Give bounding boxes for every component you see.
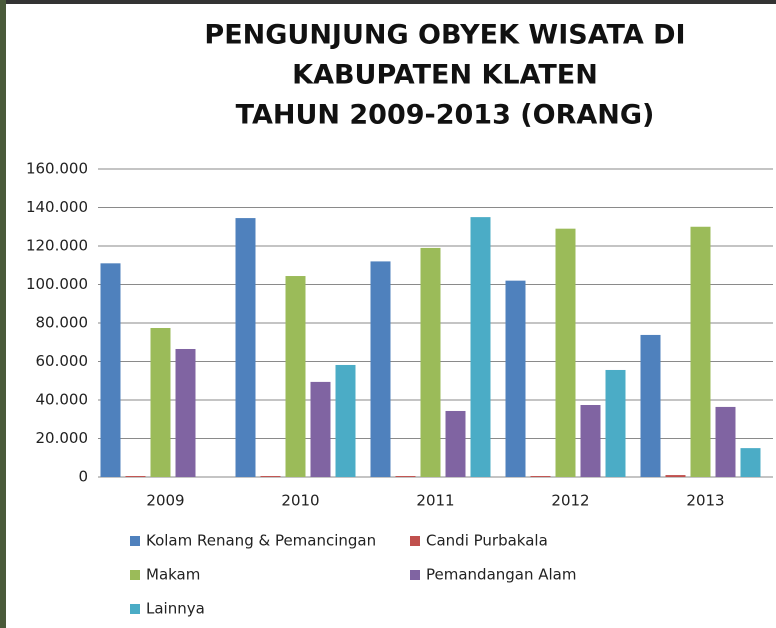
bar [371,261,391,477]
chart-title: PENGUNJUNG OBYEK WISATA DI [204,20,685,51]
legend-swatch [130,604,140,614]
top-border [0,0,776,4]
bar [261,476,281,477]
bar [101,263,121,477]
bar [531,476,551,477]
y-tick-label: 140.000 [26,198,88,216]
page: PENGUNJUNG OBYEK WISATA DI KABUPATEN KLA… [0,0,776,628]
bar [311,382,331,477]
legend-swatch [410,570,420,580]
bar [446,411,466,477]
y-tick-label: 0 [78,468,88,486]
x-tick-label: 2012 [551,492,589,510]
bar [336,365,356,477]
bar [581,405,601,477]
legend-label: Candi Purbakala [426,532,548,550]
bar [606,370,626,477]
y-tick-label: 40.000 [36,391,89,409]
chart-title: KABUPATEN KLATEN [292,60,598,91]
x-tick-label: 2011 [416,492,454,510]
legend-swatch [130,570,140,580]
legend-label: Kolam Renang & Pemancingan [146,532,376,550]
bar [691,227,711,477]
bar [236,218,256,477]
bar [741,448,761,477]
chart: PENGUNJUNG OBYEK WISATA DI KABUPATEN KLA… [0,0,776,628]
bar [716,407,736,477]
legend-label: Makam [146,566,200,584]
bar [396,476,416,477]
bar [641,335,661,477]
y-tick-label: 100.000 [26,275,88,293]
y-tick-label: 80.000 [36,314,89,332]
legend-swatch [410,536,420,546]
x-tick-label: 2009 [146,492,184,510]
chart-title: TAHUN 2009-2013 (ORANG) [236,100,655,131]
bar [666,475,686,477]
bar [506,281,526,477]
bar [126,476,146,477]
y-tick-label: 20.000 [36,429,89,447]
legend-swatch [130,536,140,546]
bar [556,229,576,477]
bar [421,248,441,477]
x-tick-label: 2010 [281,492,319,510]
legend-label: Lainnya [146,600,205,618]
x-tick-label: 2013 [686,492,724,510]
bar [471,217,491,477]
y-tick-label: 160.000 [26,160,88,178]
bar [286,276,306,477]
bar [151,328,171,477]
y-tick-label: 60.000 [36,352,89,370]
y-tick-label: 120.000 [26,237,88,255]
left-border [0,0,6,628]
bar [176,349,196,477]
legend-label: Pemandangan Alam [426,566,577,584]
